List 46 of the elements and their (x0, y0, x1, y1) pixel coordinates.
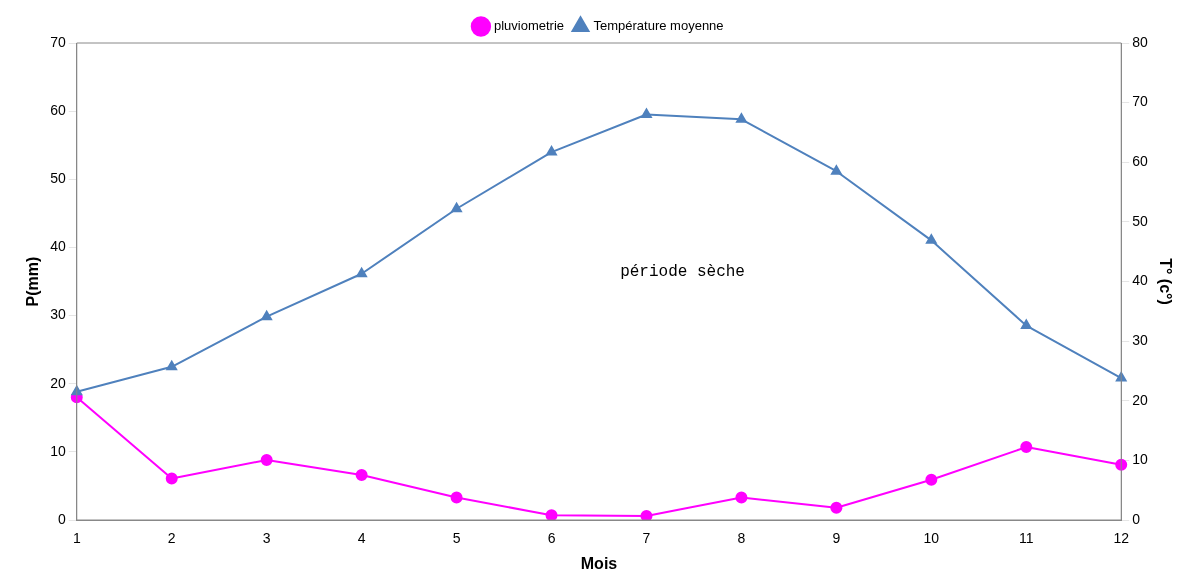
y-tick-label: 50 (50, 170, 66, 187)
point (451, 202, 462, 213)
y-tick-label: 30 (50, 306, 66, 323)
y2-tick-label: 80 (1132, 33, 1149, 50)
x-tick-label: 4 (357, 530, 366, 547)
y-axis-title: P(mm) (24, 256, 42, 307)
y2-tick-label: 70 (1132, 93, 1149, 110)
y-tick-label: 20 (50, 374, 66, 391)
y2-tick-label: 10 (1132, 451, 1149, 468)
point (546, 146, 557, 156)
y-tick-label: 0 (57, 510, 66, 527)
x-tick-label: 3 (262, 530, 271, 547)
annotation: période sèche (620, 263, 745, 282)
y2-tick-label: 40 (1132, 272, 1149, 289)
y2-tick-label: 50 (1132, 212, 1149, 229)
x-tick-label: 10 (923, 530, 940, 547)
point (356, 267, 367, 278)
y-tick-label: 60 (50, 102, 66, 118)
y2-axis-title: T° (c°) (1156, 258, 1174, 305)
x-tick-label: 1 (72, 530, 81, 547)
point (926, 234, 937, 244)
point (1115, 372, 1127, 382)
x-tick-label: 6 (547, 530, 556, 547)
point (261, 310, 272, 321)
legend-label: Température moyenne (593, 18, 724, 34)
x-tick-label: 11 (1019, 530, 1034, 547)
x-tick-label: 8 (737, 530, 746, 547)
y2-tick-label: 60 (1132, 153, 1149, 170)
y2-tick-label: 20 (1132, 391, 1149, 408)
point (641, 108, 652, 119)
y-tick-label: 10 (50, 442, 66, 459)
x-tick-label: 9 (832, 530, 841, 547)
y-tick-label: 40 (50, 238, 66, 255)
x-tick-label: 7 (642, 530, 651, 547)
y2-tick-label: 30 (1132, 331, 1149, 348)
x-tick-label: 2 (167, 530, 176, 547)
point (831, 165, 842, 175)
y2-tick-label: 0 (1132, 510, 1141, 527)
legend-label: pluviometrie (493, 18, 565, 34)
point (736, 113, 747, 123)
x-tick-label: 12 (1113, 530, 1130, 547)
point (1020, 319, 1032, 330)
y-tick-label: 70 (50, 33, 66, 50)
point (166, 360, 178, 371)
x-axis-title: Mois (580, 554, 618, 572)
x-tick-label: 5 (452, 530, 461, 547)
